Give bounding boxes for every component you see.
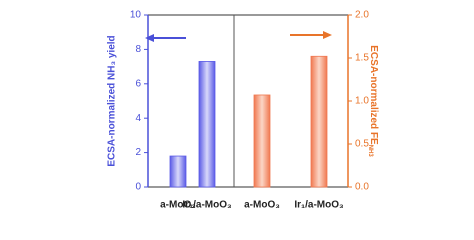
y2-axis-label: ECSA-normalized FENH3 bbox=[367, 45, 379, 157]
y-tick-label: 4 bbox=[135, 113, 141, 124]
bar bbox=[198, 61, 216, 188]
y-tick-label: 2 bbox=[135, 147, 141, 158]
x-tick-label: Ir₁/a-MoO₃ bbox=[182, 200, 232, 211]
x-tick-label: a-MoO₃ bbox=[160, 200, 196, 211]
y2-tick-label: 2.0 bbox=[355, 10, 369, 21]
y-tick-label: 0 bbox=[135, 182, 141, 193]
y2-tick-label: 0.0 bbox=[355, 182, 369, 193]
bar bbox=[169, 155, 187, 188]
y2-label-subscript: NH3 bbox=[367, 145, 373, 158]
right-arrow bbox=[290, 31, 332, 39]
y2-tick-label: 0.5 bbox=[355, 139, 369, 150]
y-axis-label: ECSA-normalized NH₃ yield bbox=[107, 35, 118, 166]
y-tick-label: 6 bbox=[135, 78, 141, 89]
bar bbox=[310, 55, 328, 188]
y2-label-main: ECSA-normalized FE bbox=[368, 45, 379, 145]
bar bbox=[253, 94, 271, 188]
x-tick-label: Ir₁/a-MoO₃ bbox=[294, 200, 344, 211]
x-tick-label: a-MoO₃ bbox=[244, 200, 280, 211]
left-arrow bbox=[145, 34, 186, 42]
y2-tick-label: 1.0 bbox=[355, 96, 369, 107]
y2-tick-label: 1.5 bbox=[355, 53, 369, 64]
chart: ECSA-normalized NH₃ yield ECSA-normalize… bbox=[107, 10, 380, 211]
y-tick-label: 10 bbox=[130, 10, 142, 21]
y-tick-label: 8 bbox=[135, 44, 141, 55]
